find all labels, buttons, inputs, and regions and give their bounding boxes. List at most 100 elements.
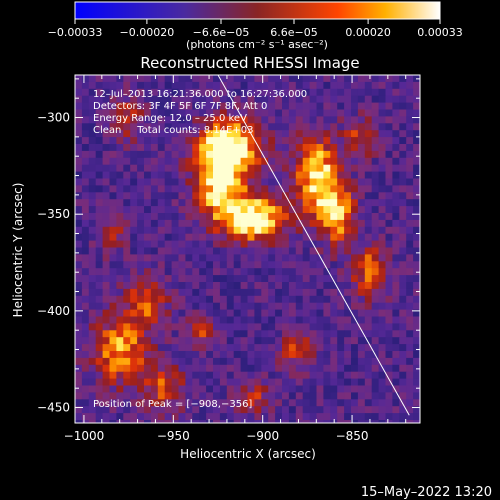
heatmap-cell <box>116 295 124 304</box>
heatmap-cell <box>81 399 90 407</box>
heatmap-cell <box>351 282 359 290</box>
heatmap-cell <box>392 295 400 304</box>
heatmap-cell <box>171 413 179 421</box>
heatmap-cell <box>295 213 304 221</box>
heatmap-cell <box>178 109 186 117</box>
heatmap-cell <box>288 344 297 352</box>
heatmap-cell <box>302 392 310 400</box>
heatmap-cell <box>95 226 103 235</box>
heatmap-cell <box>199 371 207 379</box>
heatmap-cell <box>116 282 124 290</box>
heatmap-cell <box>268 164 276 172</box>
heatmap-cell <box>240 302 248 310</box>
heatmap-cell <box>364 130 373 138</box>
heatmap-cell <box>150 185 159 193</box>
heatmap-cell <box>102 219 110 228</box>
heatmap-cell <box>219 316 228 324</box>
heatmap-cell <box>247 219 255 228</box>
heatmap-cell <box>164 302 172 310</box>
heatmap-cell <box>323 392 331 400</box>
heatmap-cell <box>371 378 379 386</box>
heatmap-cell <box>157 364 166 373</box>
heatmap-cell <box>275 199 283 207</box>
heatmap-cell <box>295 116 304 124</box>
heatmap-cell <box>337 420 345 423</box>
heatmap-cell <box>378 282 386 290</box>
heatmap-cell <box>344 247 352 255</box>
heatmap-cell <box>123 406 131 414</box>
heatmap-cell <box>323 75 331 83</box>
heatmap-cell <box>406 192 414 200</box>
heatmap-cell <box>102 213 110 221</box>
heatmap-cell <box>88 213 97 221</box>
heatmap-cell <box>137 137 145 145</box>
heatmap-cell <box>206 178 214 186</box>
heatmap-cell <box>268 288 276 297</box>
heatmap-cell <box>109 357 117 366</box>
heatmap-cell <box>192 413 200 421</box>
heatmap-cell <box>406 282 414 290</box>
heatmap-cell <box>378 268 386 276</box>
heatmap-cell <box>268 150 276 159</box>
heatmap-cell <box>213 413 221 421</box>
heatmap-cell <box>275 323 283 331</box>
heatmap-cell <box>357 219 366 228</box>
heatmap-cell <box>261 302 269 310</box>
heatmap-cell <box>371 337 379 345</box>
heatmap-cell <box>385 309 393 317</box>
heatmap-cell <box>88 351 97 359</box>
heatmap-cell <box>275 130 283 138</box>
heatmap-cell <box>406 406 414 414</box>
heatmap-cell <box>95 81 103 90</box>
heatmap-cell <box>123 323 131 331</box>
heatmap-cell <box>295 337 304 345</box>
heatmap-cell <box>109 171 117 179</box>
heatmap-cell <box>95 275 103 283</box>
heatmap-cell <box>213 164 221 172</box>
heatmap-cell <box>275 102 283 110</box>
heatmap-cell <box>364 185 373 193</box>
heatmap-cell <box>109 344 117 352</box>
heatmap-cell <box>144 399 152 407</box>
heatmap-cell <box>240 275 248 283</box>
heatmap-cell <box>171 178 179 186</box>
heatmap-cell <box>309 116 317 124</box>
heatmap-cell <box>254 275 262 283</box>
heatmap-cell <box>406 309 414 317</box>
heatmap-cell <box>275 371 283 379</box>
heatmap-cell <box>275 302 283 310</box>
heatmap-cell <box>247 247 255 255</box>
heatmap-cell <box>302 164 310 172</box>
heatmap-cell <box>275 88 283 97</box>
heatmap-cell <box>268 357 276 366</box>
heatmap-cell <box>316 219 324 228</box>
heatmap-cell <box>406 123 414 131</box>
heatmap-cell <box>185 288 193 297</box>
heatmap-cell <box>185 371 193 379</box>
heatmap-cell <box>130 109 138 117</box>
heatmap-cell <box>109 385 117 393</box>
heatmap-cell <box>406 316 414 324</box>
heatmap-cell <box>137 323 145 331</box>
heatmap-cell <box>295 254 304 262</box>
heatmap-cell <box>185 413 193 421</box>
heatmap-cell <box>330 185 338 193</box>
heatmap-cell <box>247 213 255 221</box>
heatmap-cell <box>351 240 359 248</box>
heatmap-cell <box>226 406 235 414</box>
heatmap-cell <box>378 247 386 255</box>
heatmap-cell <box>378 420 386 423</box>
heatmap-cell <box>233 192 241 200</box>
heatmap-cell <box>392 199 400 207</box>
heatmap-cell <box>116 385 124 393</box>
heatmap-cell <box>213 213 221 221</box>
heatmap-cell <box>357 261 366 269</box>
heatmap-cell <box>102 178 110 186</box>
heatmap-cell <box>364 357 373 366</box>
heatmap-cell <box>268 130 276 138</box>
heatmap-cell <box>295 199 304 207</box>
heatmap-cell <box>213 323 221 331</box>
heatmap-cell <box>171 137 179 145</box>
heatmap-cell <box>102 323 110 331</box>
heatmap-cell <box>275 206 283 214</box>
